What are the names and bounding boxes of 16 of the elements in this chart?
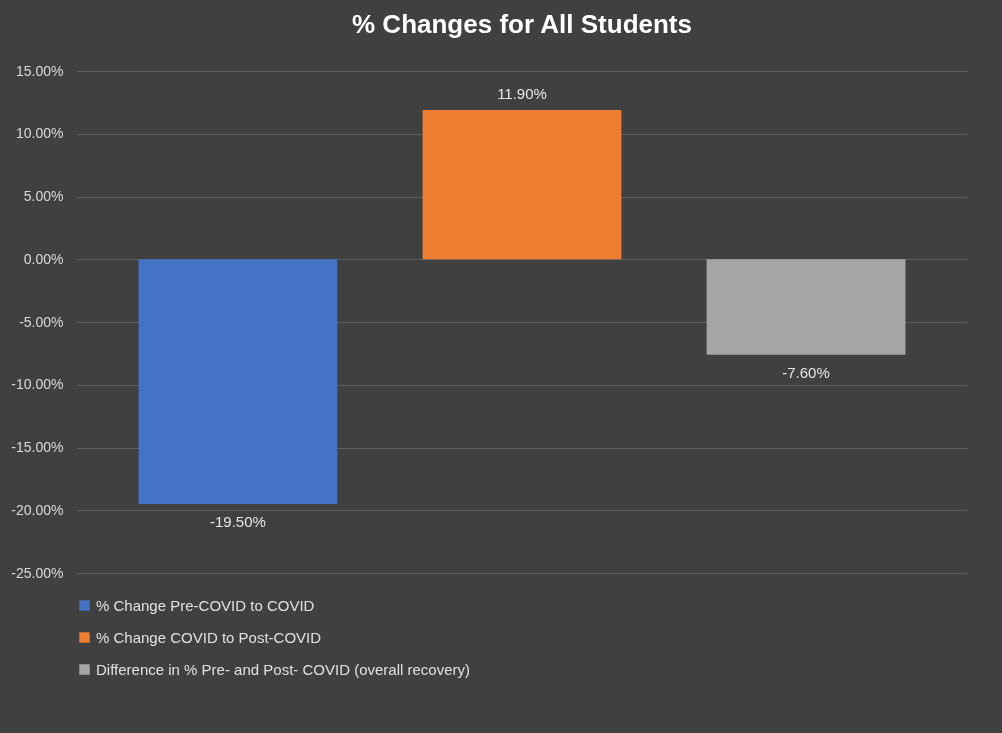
y-tick-label: -15.00% xyxy=(11,439,64,455)
data-label: 11.90% xyxy=(497,84,547,102)
y-tick-label: 15.00% xyxy=(16,62,64,79)
y-tick-label: 5.00% xyxy=(23,188,64,204)
y-tick-label: 10.00% xyxy=(16,125,64,142)
y-tick-label: -25.00% xyxy=(11,564,64,581)
legend-label: Difference in % Pre- and Post- COVID (overall recovery) xyxy=(96,660,471,678)
data-label: -19.50% xyxy=(210,512,266,530)
data-label: -7.60% xyxy=(782,363,830,381)
y-tick-label: -5.00% xyxy=(19,313,64,330)
legend-label: % Change COVID to Post-COVID xyxy=(96,628,322,646)
y-tick-label: -20.00% xyxy=(11,501,64,518)
legend-label: % Change Pre-COVID to COVID xyxy=(96,596,315,614)
y-tick-label: -10.00% xyxy=(11,376,64,393)
y-tick-label: 0.00% xyxy=(23,250,64,267)
chart-title: % Changes for All Students xyxy=(352,9,692,39)
